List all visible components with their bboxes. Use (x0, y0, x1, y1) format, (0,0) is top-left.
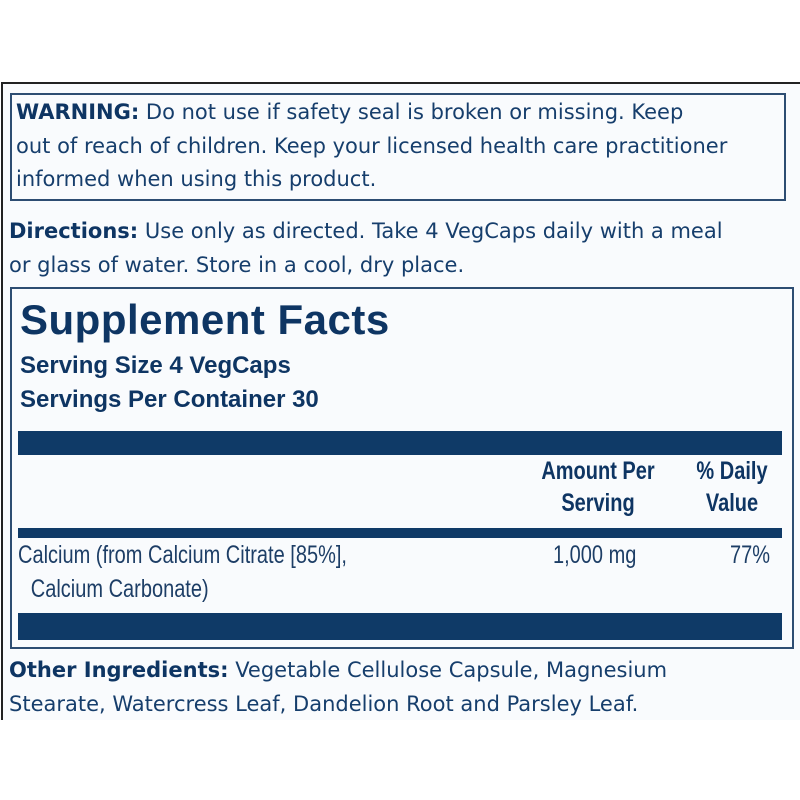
nutrient-amount: 1,000 mg (553, 541, 637, 569)
nutrient-name-line: Calcium Carbonate) (30, 575, 209, 603)
dv-header: % Daily Value (684, 455, 780, 519)
dv-header-line: Value (705, 489, 759, 517)
directions-line: Use only as directed. Take 4 VegCaps dai… (138, 219, 723, 243)
other-ingredients: Other Ingredients: Vegetable Cellulose C… (9, 654, 667, 721)
warning-label: WARNING: (16, 100, 140, 124)
amount-header: Amount Per Serving (530, 455, 666, 519)
amount-header-line: Serving (561, 489, 635, 517)
other-ingredients-label: Other Ingredients: (9, 658, 229, 682)
bottom-divider (18, 613, 782, 640)
supplement-facts-box (10, 287, 794, 649)
warning-line: informed when using this product. (16, 167, 377, 191)
facts-title: Supplement Facts (20, 296, 390, 343)
warning-box (10, 93, 786, 201)
nutrient-name-line: Calcium (from Calcium Citrate [85%], (18, 541, 347, 569)
warning-text: WARNING: Do not use if safety seal is br… (16, 96, 727, 197)
nutrient-dv: 77% (730, 541, 771, 569)
directions-text: Directions: Use only as directed. Take 4… (9, 215, 723, 282)
nutrient-name: Calcium (from Calcium Citrate [85%], Cal… (18, 538, 347, 606)
serving-size: Serving Size 4 VegCaps (20, 352, 291, 379)
dv-header-line: % Daily (696, 457, 768, 485)
warning-line: Do not use if safety seal is broken or m… (139, 100, 684, 124)
amount-header-line: Amount Per (541, 457, 655, 485)
directions-line: or glass of water. Store in a cool, dry … (9, 252, 465, 277)
directions-label: Directions: (9, 219, 139, 243)
thick-divider (18, 431, 782, 455)
medium-divider (18, 528, 782, 538)
other-ingredients-line: Vegetable Cellulose Capsule, Magnesium (228, 658, 668, 682)
warning-line: out of reach of children. Keep your lice… (16, 133, 728, 158)
other-ingredients-line: Stearate, Watercress Leaf, Dandelion Roo… (9, 691, 639, 716)
servings-per-container: Servings Per Container 30 (20, 386, 319, 413)
